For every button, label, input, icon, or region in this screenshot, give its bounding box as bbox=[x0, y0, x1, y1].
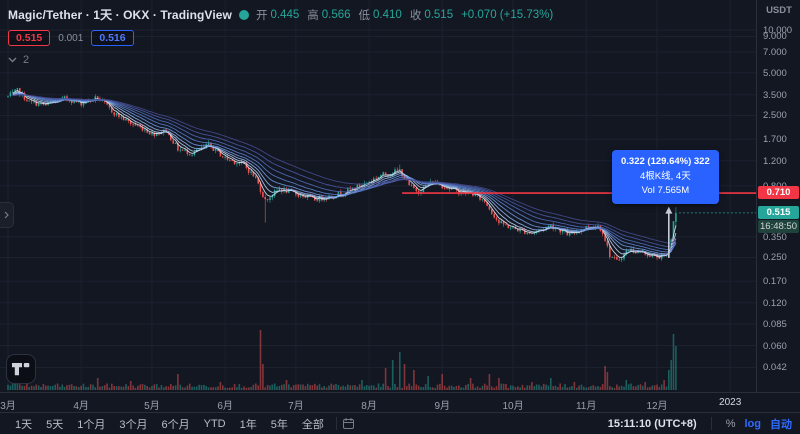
time-tick-label: 12月 bbox=[646, 401, 668, 412]
indicators-count: 2 bbox=[23, 54, 30, 66]
ohlc-values: 开 0.445 高 0.566 低 0.410 收 0.515 +0.070 (+15.… bbox=[256, 7, 553, 23]
price-tick-label: 0.170 bbox=[763, 276, 787, 288]
time-tick-label: 3月 bbox=[0, 401, 16, 412]
range-button-YTD[interactable]: YTD bbox=[203, 417, 226, 430]
open-label: 开 bbox=[255, 9, 268, 22]
symbol-title[interactable]: Magic/Tether · 1天 · OKX · TradingView bbox=[8, 8, 232, 22]
price-axis[interactable]: USDT 0.710 0.515 16:48:50 10.000 9.000 7.0… bbox=[756, 0, 800, 392]
date-range-buttons: 1天 5天 1个月 3个月 6个月 YTD 1年 5年 全部 bbox=[8, 415, 331, 433]
line-price-label: 0.710 bbox=[758, 186, 799, 200]
high-label: 高 bbox=[307, 9, 319, 22]
close-label: 收 bbox=[409, 9, 422, 22]
measure-bars-count: 4根K线, 4天 bbox=[640, 170, 691, 182]
price-tick-label: 0.120 bbox=[763, 297, 787, 309]
price-tick-label: 1.200 bbox=[763, 155, 787, 167]
range-button-3个月[interactable]: 3个月 bbox=[119, 418, 148, 431]
time-tick-label: 6月 bbox=[217, 401, 233, 412]
bar-countdown-label: 16:48:50 bbox=[758, 219, 799, 233]
range-button-1天[interactable]: 1天 bbox=[15, 418, 33, 431]
market-status-icon[interactable] bbox=[238, 9, 249, 20]
low-value: 0.410 bbox=[373, 8, 402, 21]
range-button-5年[interactable]: 5年 bbox=[270, 418, 288, 431]
price-tick-label: 3.500 bbox=[763, 89, 787, 101]
price-tick-label: 0.042 bbox=[763, 362, 787, 374]
log-scale-button[interactable]: log bbox=[744, 417, 762, 430]
volume-bars bbox=[7, 330, 677, 390]
time-tick-label: 8月 bbox=[361, 401, 377, 412]
price-tick-label: 0.250 bbox=[763, 252, 787, 264]
open-value: 0.445 bbox=[270, 8, 300, 21]
indicators-collapse-toggle[interactable]: 2 bbox=[8, 54, 553, 66]
price-axis-unit: USDT bbox=[766, 5, 792, 16]
range-button-全部[interactable]: 全部 bbox=[301, 418, 324, 431]
price-tick-label: 5.000 bbox=[763, 67, 787, 79]
price-tick-label: 0.350 bbox=[763, 231, 787, 243]
measurement-tooltip: 0.322 (129.64%) 322 4根K线, 4天 Vol 7.565M bbox=[612, 150, 719, 205]
clock[interactable]: 15:11:10 (UTC+8) bbox=[607, 417, 697, 430]
percent-scale-button[interactable]: % bbox=[725, 417, 736, 430]
time-tick-label: 2023 bbox=[719, 397, 742, 408]
price-tick-label: 2.500 bbox=[763, 110, 787, 122]
time-tick-label: 7月 bbox=[288, 401, 304, 412]
time-tick-label: 10月 bbox=[502, 401, 524, 412]
bottom-toolbar: 1天 5天 1个月 3个月 6个月 YTD 1年 5年 全部 15:11:10 (UTC+8) … bbox=[0, 412, 800, 434]
spread-value: 0.001 bbox=[58, 32, 84, 44]
price-tick-label: 7.000 bbox=[763, 46, 787, 58]
change-value: +0.070 (+15.73%) bbox=[461, 8, 554, 21]
high-value: 0.566 bbox=[321, 8, 351, 21]
time-tick-label: 4月 bbox=[73, 401, 89, 412]
price-tick-label: 0.085 bbox=[763, 319, 787, 331]
candles bbox=[7, 87, 677, 263]
close-value: 0.515 bbox=[424, 8, 454, 21]
price-tick-label: 0.060 bbox=[763, 340, 787, 352]
range-button-6个月[interactable]: 6个月 bbox=[161, 418, 190, 431]
tradingview-logo[interactable] bbox=[6, 354, 36, 384]
low-label: 低 bbox=[358, 9, 371, 22]
range-button-5天[interactable]: 5天 bbox=[46, 418, 64, 431]
ema-ribbon bbox=[12, 89, 677, 259]
price-tick-label: 1.700 bbox=[763, 134, 787, 146]
sell-price-button[interactable]: 0.515 bbox=[8, 30, 51, 46]
time-tick-label: 11月 bbox=[575, 401, 597, 412]
auto-scale-button[interactable]: 自动 bbox=[770, 418, 792, 431]
buy-price-button[interactable]: 0.516 bbox=[91, 30, 134, 46]
divider bbox=[710, 417, 712, 430]
range-button-1年[interactable]: 1年 bbox=[239, 418, 257, 431]
calendar-icon[interactable] bbox=[342, 417, 355, 430]
measure-arrow bbox=[665, 206, 673, 258]
price-tick-label: 9.000 bbox=[763, 31, 787, 43]
time-tick-label: 9月 bbox=[434, 401, 451, 412]
measure-volume: Vol 7.565M bbox=[641, 185, 690, 197]
last-price-label: 0.515 bbox=[758, 205, 799, 219]
chevron-right-icon bbox=[4, 211, 9, 219]
chevron-down-icon bbox=[8, 57, 17, 63]
drawing-toolbar-toggle[interactable] bbox=[0, 202, 14, 228]
price-tick-label: 10.000 bbox=[763, 25, 793, 36]
time-axis[interactable]: 3月 4月 5月 6月 7月 8月 9月 10月 11月 12月 2023 bbox=[0, 392, 800, 413]
divider bbox=[335, 417, 337, 430]
measure-price-change: 0.322 (129.64%) 322 bbox=[621, 156, 710, 167]
time-tick-label: 5月 bbox=[144, 401, 160, 412]
range-button-1个月[interactable]: 1个月 bbox=[77, 418, 106, 431]
